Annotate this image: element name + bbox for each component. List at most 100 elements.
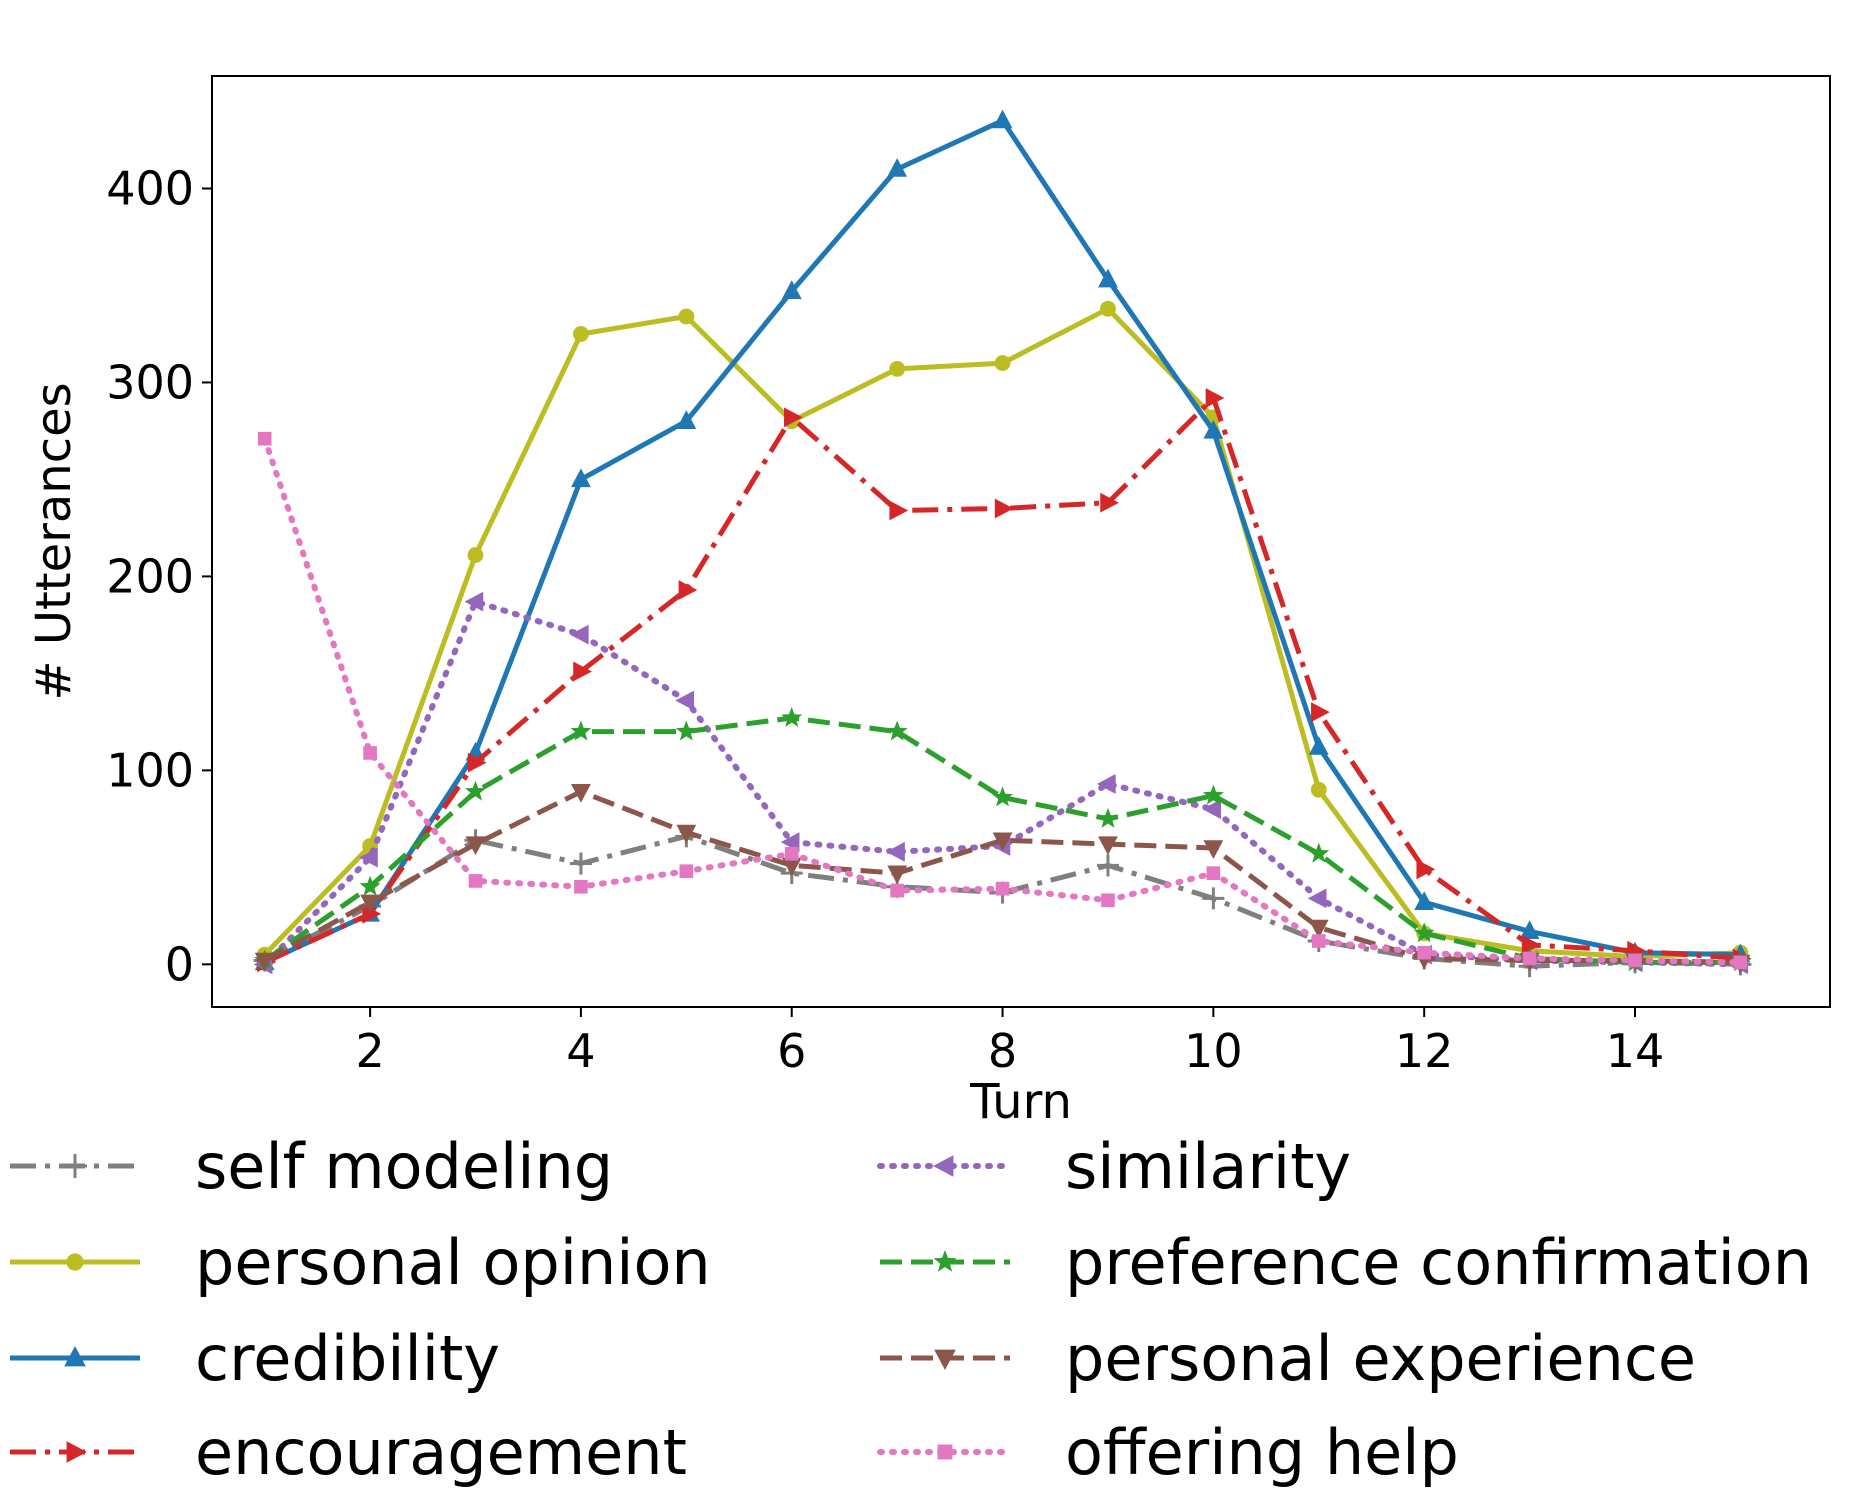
data-point (1307, 888, 1327, 909)
data-point (890, 883, 904, 898)
data-point (676, 824, 697, 844)
data-point (675, 720, 697, 741)
legend-item: personal opinion (10, 1226, 711, 1299)
x-tick-label: 14 (1606, 1024, 1665, 1078)
data-point (1519, 920, 1540, 940)
data-point (676, 410, 697, 429)
data-point (1308, 842, 1330, 863)
data-point (679, 864, 694, 879)
data-point (678, 308, 695, 325)
data-point (781, 280, 802, 299)
data-point (1202, 784, 1224, 805)
legend-label: offering help (1065, 1416, 1459, 1489)
data-point (465, 780, 486, 801)
x-tick-label: 12 (1395, 1024, 1454, 1078)
legend-label: credibility (195, 1322, 500, 1395)
data-point (359, 847, 378, 868)
series-line (263, 715, 1741, 965)
y-tick-label: 300 (106, 355, 194, 409)
data-point (1097, 807, 1119, 828)
data-point (1203, 419, 1224, 439)
data-point (1101, 893, 1115, 908)
legend-marker (934, 1349, 956, 1370)
data-point (569, 852, 592, 875)
legend-label: self modeling (195, 1130, 613, 1203)
data-point (1311, 934, 1326, 948)
legend-item: similarity (877, 1130, 1351, 1203)
data-point (257, 431, 272, 446)
data-point (1202, 887, 1225, 910)
data-point (1310, 781, 1327, 798)
data-point (675, 690, 695, 711)
x-axis: 2 4 6 8 10 12 14 (355, 1007, 1664, 1078)
data-point (1733, 955, 1748, 970)
series-line (263, 789, 1741, 965)
data-point (889, 360, 906, 377)
data-point (1100, 492, 1119, 513)
legend-label: preference confirmation (1065, 1226, 1812, 1299)
data-point (363, 746, 377, 760)
legend-marker (66, 1253, 84, 1271)
data-point (573, 661, 592, 682)
series-offering-help (257, 431, 1748, 970)
data-point (569, 624, 589, 645)
y-axis: 0 100 200 300 400 (106, 161, 212, 991)
legend-marker (64, 1346, 86, 1367)
plot-frame (211, 75, 1831, 1008)
data-point (359, 875, 381, 896)
data-point (784, 846, 799, 861)
x-tick-label: 10 (1184, 1024, 1243, 1078)
data-point (886, 841, 905, 862)
x-tick-label: 4 (566, 1024, 595, 1078)
data-point (468, 874, 483, 888)
legend-item: personal experience (880, 1322, 1696, 1395)
x-tick-label: 6 (777, 1024, 806, 1078)
series-similarity (253, 591, 1749, 975)
x-tick-label: 8 (988, 1024, 1017, 1078)
legend-marker (66, 1441, 87, 1463)
data-point (889, 500, 909, 521)
data-point (467, 752, 487, 773)
series-layer (253, 109, 1752, 978)
y-tick-label: 200 (106, 549, 194, 603)
legend-label: encouragement (195, 1416, 687, 1489)
data-point (1202, 799, 1222, 820)
data-point (571, 784, 591, 803)
data-point (781, 857, 802, 877)
legend-marker (933, 1250, 957, 1272)
series-line (263, 833, 1741, 969)
data-point (1096, 774, 1116, 794)
data-point (1096, 854, 1119, 877)
data-point (1521, 935, 1541, 955)
y-tick-label: 100 (106, 743, 194, 797)
data-point (1414, 891, 1435, 910)
data-point (1308, 736, 1329, 755)
data-point (465, 836, 486, 856)
data-point (362, 904, 382, 924)
series-line (262, 306, 1741, 960)
legend-item: encouragement (10, 1416, 687, 1489)
data-point (678, 580, 698, 600)
data-point (887, 865, 908, 885)
data-point (360, 894, 381, 914)
legend-item: preference confirmation (880, 1226, 1812, 1299)
y-tick-label: 0 (165, 937, 194, 991)
data-point (573, 326, 589, 342)
data-point (1098, 836, 1118, 856)
data-point (992, 832, 1013, 852)
data-point (1413, 922, 1435, 943)
x-axis-label: Turn (969, 1074, 1072, 1130)
legend-item: credibility (10, 1322, 500, 1395)
y-tick-label: 400 (106, 161, 194, 215)
data-point (1628, 953, 1642, 968)
legend-marker (63, 1154, 87, 1178)
legend-label: personal opinion (195, 1226, 711, 1299)
data-point (992, 786, 1013, 807)
data-point (1203, 840, 1224, 859)
data-point (994, 355, 1011, 371)
x-tick-label: 2 (355, 1024, 384, 1078)
data-point (1100, 300, 1116, 317)
legend-item: offering help (877, 1416, 1459, 1489)
data-point (784, 407, 803, 428)
